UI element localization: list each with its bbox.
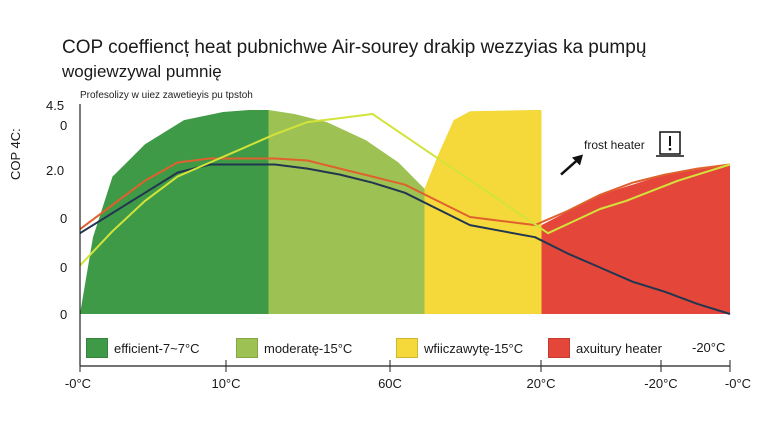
warning-icon-dot xyxy=(668,148,672,151)
x-tick-label: -20°C xyxy=(644,376,678,391)
x-tick-label: -0°C xyxy=(724,376,752,391)
series-line-0 xyxy=(79,163,731,315)
legend-swatch xyxy=(236,338,258,358)
y-tick-label: 4.5 xyxy=(46,98,65,113)
series-line-1 xyxy=(79,157,731,231)
y-tick-label: 0 xyxy=(60,118,68,133)
legend-swatch xyxy=(548,338,570,358)
legend-item-auxiliary: axuitury heater xyxy=(548,337,662,359)
legend-label: wfiiczawytę-15°C xyxy=(424,340,524,356)
y-tick-label: 0 xyxy=(60,307,68,322)
series-line-2 xyxy=(79,113,731,267)
frost-heater-annotation: frost heater xyxy=(584,138,645,152)
chart-note: Profesolizy w uiez zawetieyis pu tpstoh xyxy=(80,90,253,101)
y-tick-label: 0 xyxy=(60,260,68,275)
legend-item-efficient: efficient-7~7°C xyxy=(86,337,200,359)
x-tick-label: 20°C xyxy=(526,376,556,391)
annotation-arrowhead xyxy=(572,154,583,166)
legend-label: efficient-7~7°C xyxy=(114,340,200,356)
legend-extra-label: -20°C xyxy=(692,340,726,355)
zone-area-3 xyxy=(541,164,730,314)
chart-subtitle: wogiewzywal pumnię xyxy=(62,62,222,81)
legend-label: axuitury heater xyxy=(576,340,662,356)
y-tick-label: 0 xyxy=(60,211,68,226)
zone-area-2 xyxy=(424,110,542,314)
x-tick-label: 10°C xyxy=(211,376,241,391)
x-tick-label: 60C xyxy=(378,376,402,391)
legend-item-moderate: moderatę-15°C xyxy=(236,337,352,359)
zone-area-0 xyxy=(80,110,269,314)
legend-swatch xyxy=(86,338,108,358)
legend-label: moderatę-15°C xyxy=(264,340,353,356)
y-tick-label: 2.0 xyxy=(46,163,65,178)
legend-item-yellow: wfiiczawytę-15°C xyxy=(396,337,523,359)
legend-swatch xyxy=(396,338,418,358)
x-tick-label: -0°C xyxy=(64,376,92,391)
chart-title: COP coeffiencț heat pubnichwe Air-sourey… xyxy=(62,37,647,58)
zone-area-1 xyxy=(268,110,425,314)
